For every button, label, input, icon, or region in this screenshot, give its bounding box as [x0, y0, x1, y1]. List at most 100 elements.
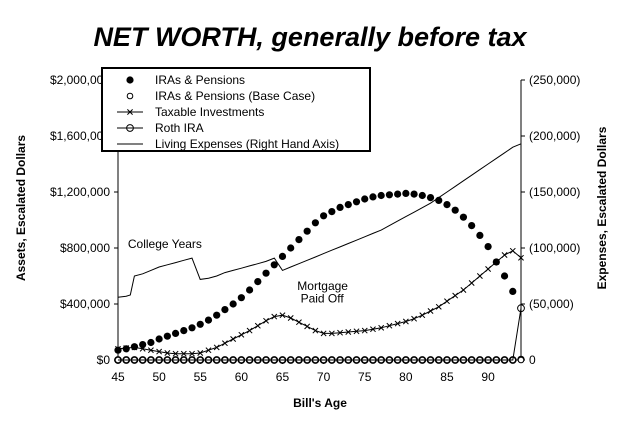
data-point	[254, 322, 261, 329]
data-point	[352, 198, 361, 206]
x-tick-label: 70	[317, 370, 331, 384]
annotations: College Years Mortgage Paid Off	[128, 237, 348, 306]
data-point	[303, 227, 311, 235]
right-y-tick-label: (100,000)	[529, 241, 580, 255]
data-point	[360, 356, 369, 364]
x-tick-label: 65	[276, 370, 290, 384]
data-point	[369, 193, 377, 201]
legend-swatch-marker	[126, 76, 134, 84]
data-point	[213, 344, 220, 351]
data-point	[476, 273, 483, 279]
right-y-axis-title: Expenses, Escalated Dollars	[595, 126, 609, 289]
data-point	[130, 356, 139, 364]
legend-item-iras-pensions: IRAs & Pensions	[126, 73, 245, 87]
data-point	[221, 306, 229, 314]
legend-item-taxable-investments: Taxable Investments	[117, 105, 264, 119]
data-point	[139, 345, 146, 352]
data-point	[443, 356, 451, 364]
data-point	[509, 247, 516, 254]
data-point	[501, 252, 508, 258]
right-y-tick-label: (50,000)	[529, 297, 574, 311]
data-point	[434, 356, 443, 364]
data-point	[410, 356, 418, 364]
data-point	[452, 292, 459, 299]
left-y-tick-label: $2,000,000	[50, 73, 110, 87]
data-point	[468, 280, 475, 286]
data-point	[492, 356, 501, 364]
data-point	[254, 278, 262, 286]
data-point	[138, 356, 147, 364]
data-point	[245, 356, 254, 364]
data-point	[320, 212, 328, 220]
data-point	[500, 272, 509, 280]
data-point	[171, 356, 180, 364]
right-y-tick-label: 0	[529, 353, 536, 367]
data-point	[468, 222, 476, 230]
data-point	[485, 266, 492, 272]
data-point	[427, 308, 434, 314]
legend-label: IRAs & Pensions	[155, 73, 245, 87]
data-point	[443, 201, 451, 209]
data-point	[518, 254, 524, 261]
data-point	[163, 332, 171, 340]
data-point	[311, 356, 320, 364]
data-point	[394, 320, 401, 327]
x-tick-label: 55	[194, 370, 208, 384]
data-point	[245, 286, 254, 294]
data-point	[419, 312, 426, 319]
data-point	[212, 356, 221, 364]
data-point	[295, 319, 302, 326]
data-point	[401, 356, 410, 364]
data-point	[418, 191, 426, 200]
data-point	[180, 350, 187, 357]
data-point	[402, 318, 409, 325]
data-point	[435, 303, 442, 310]
data-point	[410, 190, 418, 198]
data-point	[270, 261, 278, 269]
data-point	[508, 356, 517, 364]
data-point	[262, 356, 270, 364]
legend-item-living-expenses-right-hand-axis: Living Expenses (Right Hand Axis)	[117, 137, 339, 151]
data-point	[353, 328, 360, 335]
data-point	[180, 327, 188, 335]
data-point	[475, 356, 484, 364]
data-point	[155, 335, 163, 343]
data-point	[197, 350, 204, 356]
annotation-paid-off: Paid Off	[301, 292, 345, 306]
data-point	[426, 194, 435, 202]
data-point	[303, 356, 312, 364]
data-point	[336, 203, 344, 211]
annotation-college-years: College Years	[128, 237, 202, 251]
ticks: 45 50 55 60 65 70 75 80 85 90 $0 $400,000 $800,000 $1…	[50, 73, 580, 384]
legend-swatch-marker	[126, 124, 134, 132]
legend-label: Taxable Investments	[155, 105, 264, 119]
data-point	[344, 201, 352, 209]
data-point	[517, 304, 525, 313]
chart-title: NET WORTH, generally before tax	[93, 22, 527, 52]
data-point	[262, 269, 270, 277]
data-point	[263, 317, 269, 324]
data-point	[426, 356, 435, 364]
data-point	[320, 330, 327, 337]
data-point	[467, 356, 476, 364]
legend-box	[101, 67, 371, 152]
data-point	[189, 350, 195, 357]
data-point	[411, 315, 418, 322]
data-point	[164, 350, 171, 356]
data-point	[270, 356, 279, 364]
data-point	[370, 326, 376, 333]
data-point	[287, 244, 295, 252]
data-point	[279, 312, 286, 319]
legend-swatch-marker	[126, 92, 134, 100]
x-tick-label: 60	[235, 370, 249, 384]
data-point	[229, 356, 238, 364]
data-point	[229, 300, 237, 308]
data-point	[278, 356, 287, 364]
legend: IRAs & Pensions IRAs & Pensions (Base Cas…	[101, 67, 371, 152]
data-point	[287, 315, 294, 321]
data-point	[476, 231, 484, 239]
data-point	[385, 356, 394, 364]
data-point	[369, 356, 377, 364]
data-point	[517, 356, 525, 364]
